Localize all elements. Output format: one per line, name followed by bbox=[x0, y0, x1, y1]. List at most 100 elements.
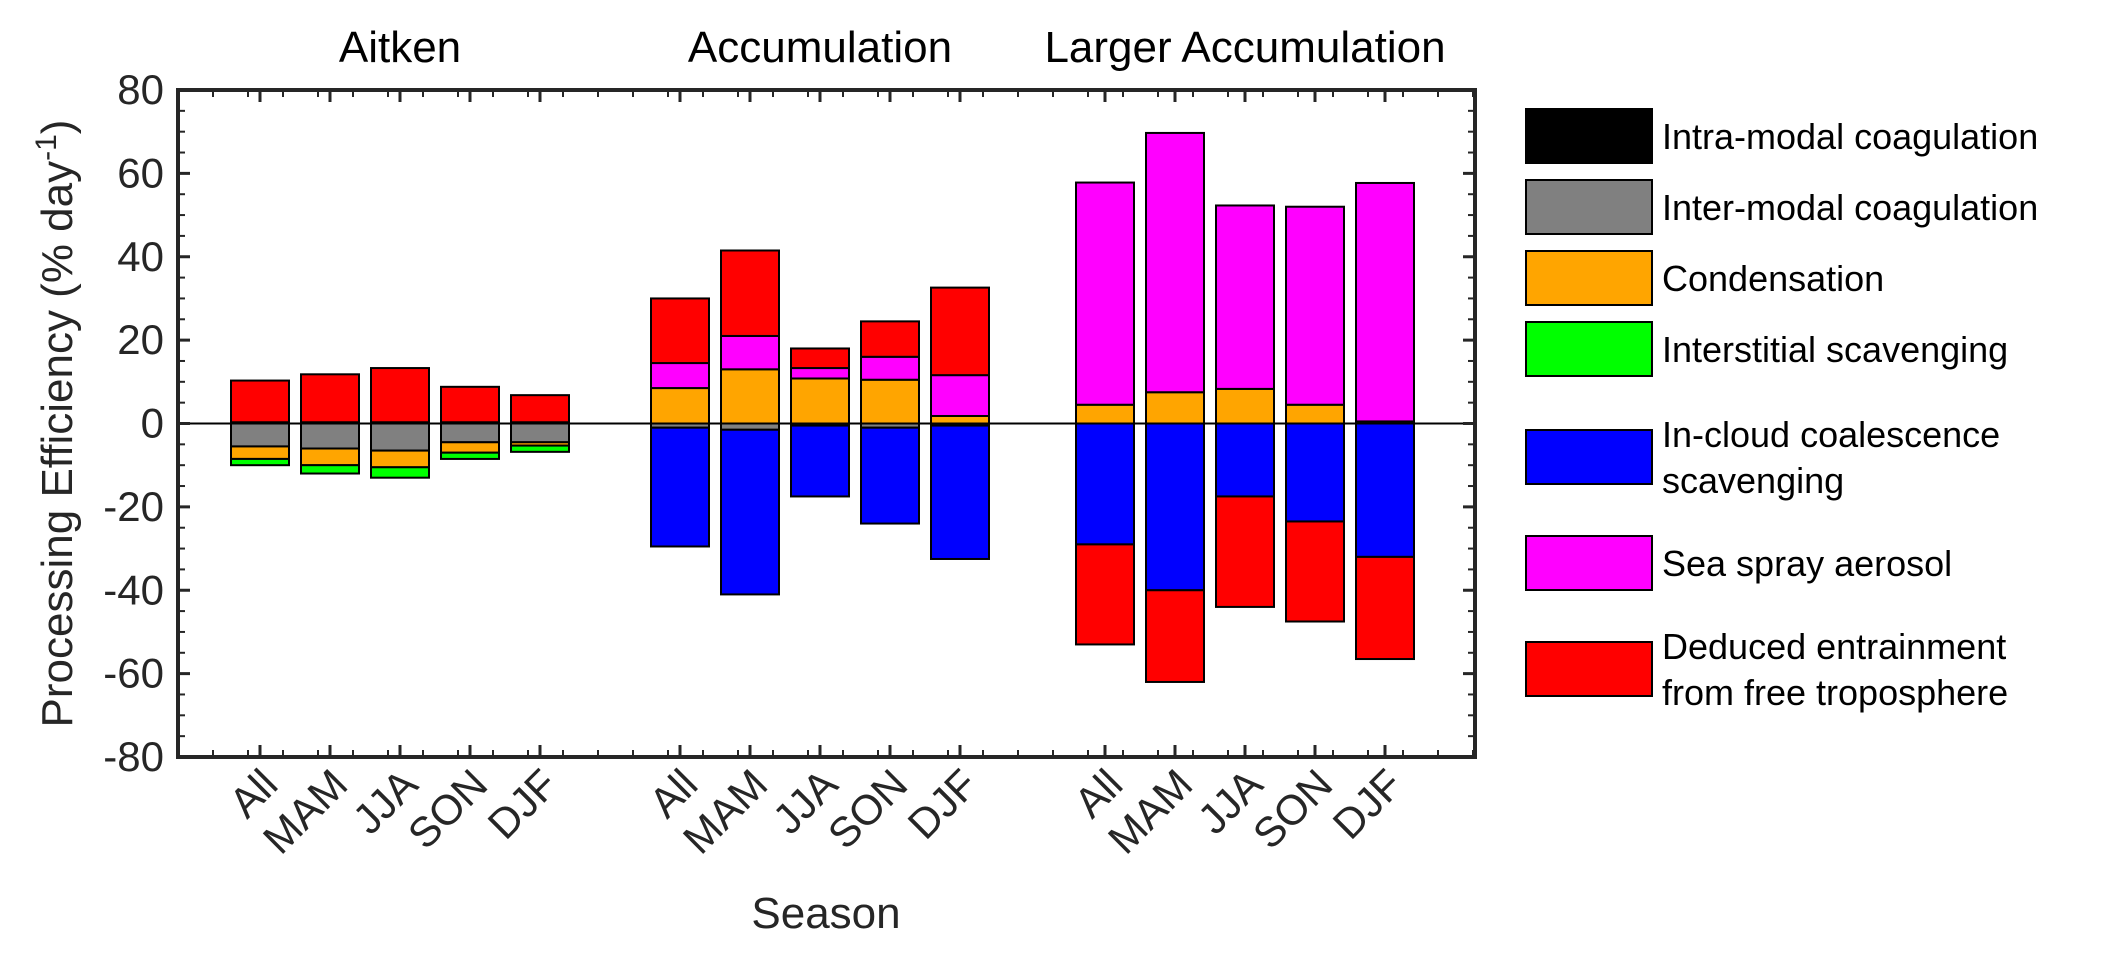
bar-segment bbox=[230, 379, 290, 424]
bar-segment bbox=[1355, 422, 1415, 558]
bar-segment bbox=[370, 422, 430, 452]
bar-segment bbox=[1145, 391, 1205, 425]
legend-swatch bbox=[1525, 179, 1653, 235]
bar-segment bbox=[230, 445, 290, 460]
x-tick-label: DJF bbox=[1324, 760, 1412, 848]
legend: Intra-modal coagulation Inter-modal coagu… bbox=[1525, 108, 2038, 713]
bar-segment bbox=[790, 347, 850, 370]
bar-segment bbox=[1215, 387, 1275, 425]
legend-label: Inter-modal coagulation bbox=[1662, 187, 2038, 228]
bar-segment bbox=[300, 464, 360, 475]
legend-swatch bbox=[1525, 108, 1653, 164]
bar-segment bbox=[860, 378, 920, 425]
bar-segment bbox=[1145, 422, 1205, 592]
group-title: Accumulation bbox=[688, 23, 952, 72]
legend-swatch bbox=[1525, 321, 1653, 377]
bar-segment bbox=[930, 424, 990, 560]
x-tick-label: SON bbox=[819, 760, 917, 858]
bar-segment bbox=[1075, 422, 1135, 546]
y-tick-label: -40 bbox=[103, 566, 164, 613]
bar-segment bbox=[1145, 131, 1205, 394]
bar-segment bbox=[230, 422, 290, 448]
legend-label: Interstitial scavenging bbox=[1662, 329, 2008, 370]
bar-segment bbox=[510, 394, 570, 424]
x-tick-label: DJF bbox=[899, 760, 987, 848]
bar-segment bbox=[1145, 589, 1205, 683]
bar-segment bbox=[650, 362, 710, 390]
bar-segment bbox=[1285, 205, 1345, 406]
legend-label: In-cloud coalescence bbox=[1662, 414, 2000, 455]
bar-segment bbox=[860, 320, 920, 358]
bar-segment bbox=[930, 414, 990, 425]
legend-label: Deduced entrainment bbox=[1662, 626, 2006, 667]
bar-segment bbox=[440, 422, 500, 444]
x-tick-label: SON bbox=[399, 760, 497, 858]
bar-segment bbox=[650, 426, 710, 548]
y-tick-label: 80 bbox=[117, 66, 164, 113]
bar-segment bbox=[720, 368, 780, 425]
bar-segment bbox=[300, 447, 360, 467]
bar-segment bbox=[720, 428, 780, 596]
bar-segment bbox=[440, 441, 500, 454]
bar-segment bbox=[790, 377, 850, 425]
y-tick-label: -60 bbox=[103, 650, 164, 697]
bar-segment bbox=[440, 451, 500, 460]
legend-label: Condensation bbox=[1662, 258, 1884, 299]
bar-segment bbox=[1075, 403, 1135, 425]
y-axis-label: Processing Efficiency (% day-1) bbox=[30, 120, 82, 728]
bar-segment bbox=[1355, 181, 1415, 423]
bar-segment bbox=[300, 422, 360, 450]
legend-swatch bbox=[1525, 429, 1653, 485]
bar-segment bbox=[1215, 422, 1275, 498]
bar-segment bbox=[790, 367, 850, 380]
y-tick-label: -20 bbox=[103, 483, 164, 530]
legend-swatch bbox=[1525, 250, 1653, 306]
bar-segment bbox=[1285, 520, 1345, 623]
bar-segment bbox=[510, 422, 570, 444]
bar-segment bbox=[1355, 555, 1415, 661]
y-tick-label: 60 bbox=[117, 149, 164, 196]
bar-segment bbox=[300, 373, 360, 424]
x-tick-label: MAM bbox=[1099, 760, 1202, 863]
bar-segment bbox=[1285, 422, 1345, 523]
y-tick-label: 20 bbox=[117, 316, 164, 363]
bar-segment bbox=[1075, 181, 1135, 406]
x-tick-label: SON bbox=[1244, 760, 1342, 858]
bar-segment bbox=[1075, 543, 1135, 646]
legend-label: Intra-modal coagulation bbox=[1662, 116, 2038, 157]
axes-layer bbox=[176, 88, 1477, 759]
legend-label: scavenging bbox=[1662, 460, 1844, 501]
legend-label: Sea spray aerosol bbox=[1662, 543, 1952, 584]
legend-swatch bbox=[1525, 535, 1653, 591]
legend-swatch bbox=[1525, 641, 1653, 697]
group-title: Aitken bbox=[339, 23, 461, 72]
x-tick-label: DJF bbox=[479, 760, 567, 848]
group-title: Larger Accumulation bbox=[1044, 23, 1445, 72]
bar-segment bbox=[790, 424, 850, 498]
bar-segment bbox=[440, 385, 500, 424]
y-tick-label: -80 bbox=[103, 733, 164, 780]
bar-segment bbox=[1215, 495, 1275, 608]
bar-segment bbox=[860, 426, 920, 525]
bar-segment bbox=[930, 286, 990, 377]
bar-segment bbox=[510, 444, 570, 453]
bar-segment bbox=[650, 297, 710, 365]
bar-segment bbox=[720, 249, 780, 337]
y-tick-label: 0 bbox=[141, 400, 164, 447]
bar-segment bbox=[1285, 403, 1345, 425]
bar-segment bbox=[370, 367, 430, 424]
bar-segment bbox=[230, 457, 290, 467]
bar-segment bbox=[860, 355, 920, 381]
bar-segment bbox=[720, 334, 780, 371]
x-axis-label: Season bbox=[751, 889, 900, 938]
x-tick-label: MAM bbox=[254, 760, 357, 863]
bar-segment bbox=[930, 374, 990, 417]
bar-segment bbox=[370, 449, 430, 469]
bar-segment bbox=[650, 387, 710, 425]
legend-label: from free troposphere bbox=[1662, 672, 2008, 713]
x-tick-label: MAM bbox=[674, 760, 777, 863]
bar-segment bbox=[1215, 204, 1275, 390]
y-tick-label: 40 bbox=[117, 233, 164, 280]
bar-segment bbox=[370, 466, 430, 479]
